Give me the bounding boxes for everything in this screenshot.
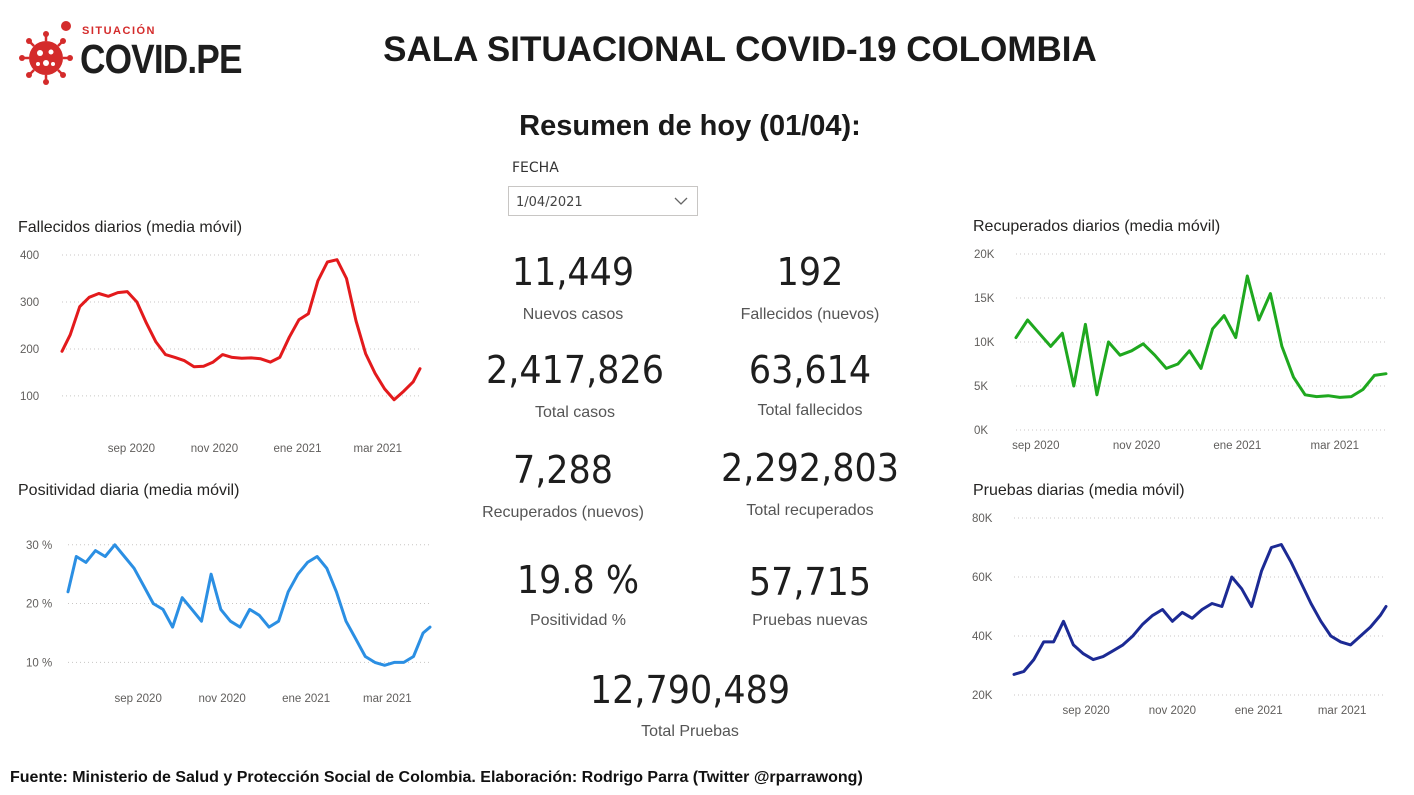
chart-title-pruebas: Pruebas diarias (media móvil) bbox=[973, 482, 1185, 499]
y-tick-label: 10 % bbox=[26, 657, 52, 669]
kpi-nuevos-casos-label: Nuevos casos bbox=[522, 306, 624, 323]
y-tick-label: 60K bbox=[972, 572, 993, 584]
kpi-positividad-label: Positividad % bbox=[529, 612, 627, 629]
page-subtitle: Resumen de hoy (01/04): bbox=[519, 110, 861, 142]
y-tick-label: 0K bbox=[974, 425, 988, 437]
kpi-pruebas-nuevas-value: 57,715 bbox=[748, 560, 872, 604]
fecha-dropdown-value: 1/04/2021 bbox=[516, 195, 583, 210]
x-tick-label: sep 2020 bbox=[1012, 440, 1059, 452]
x-tick-label: sep 2020 bbox=[108, 443, 155, 455]
footer-source: Fuente: Ministerio de Salud y Protección… bbox=[10, 769, 863, 786]
kpi-recuperados-nuevos-value: 7,288 bbox=[512, 448, 614, 492]
y-tick-label: 5K bbox=[974, 381, 988, 393]
logo-small-text: SITUACIÓN bbox=[82, 25, 156, 37]
kpi-fallecidos-nuevos-label: Fallecidos (nuevos) bbox=[740, 306, 880, 323]
series-line-recuperados bbox=[1014, 274, 1388, 399]
y-tick-label: 400 bbox=[20, 250, 39, 262]
series-line-pruebas bbox=[1012, 543, 1388, 676]
series-line-fallecidos bbox=[60, 258, 422, 402]
y-tick-label: 10K bbox=[974, 337, 995, 349]
y-tick-label: 30 % bbox=[26, 540, 52, 552]
y-tick-label: 20K bbox=[974, 249, 995, 261]
y-tick-label: 80K bbox=[972, 513, 993, 525]
y-tick-label: 100 bbox=[20, 391, 39, 403]
x-tick-label: ene 2021 bbox=[274, 443, 322, 455]
kpi-recuperados-nuevos-label: Recuperados (nuevos) bbox=[482, 504, 644, 521]
kpi-pruebas-nuevas-label: Pruebas nuevas bbox=[752, 612, 868, 629]
chart-title-recuperados: Recuperados diarios (media móvil) bbox=[973, 218, 1221, 235]
kpi-nuevos-casos-value: 11,449 bbox=[511, 250, 635, 294]
kpi-total-casos-value: 2,417,826 bbox=[486, 348, 664, 392]
chart-title-positividad: Positividad diaria (media móvil) bbox=[18, 482, 240, 499]
y-tick-label: 15K bbox=[974, 293, 995, 305]
y-tick-label: 40K bbox=[972, 631, 993, 643]
x-tick-label: mar 2021 bbox=[363, 693, 412, 705]
y-tick-label: 20 % bbox=[26, 599, 52, 611]
kpi-fallecidos-nuevos-value: 192 bbox=[776, 250, 844, 294]
x-tick-label: mar 2021 bbox=[1310, 440, 1359, 452]
fecha-filter-label: FECHA bbox=[512, 160, 559, 176]
covidpe-logo: SITUACIÓN COVID.PE bbox=[18, 18, 242, 90]
kpi-positividad-value: 19.8 % bbox=[516, 558, 640, 602]
page-title: SALA SITUACIONAL COVID-19 COLOMBIA bbox=[383, 30, 1097, 69]
kpi-total-fallecidos-label: Total fallecidos bbox=[757, 402, 863, 419]
x-tick-label: ene 2021 bbox=[1213, 440, 1261, 452]
chart-title-fallecidos: Fallecidos diarios (media móvil) bbox=[18, 219, 243, 236]
kpi-total-recuperados-label: Total recuperados bbox=[746, 502, 874, 519]
kpi-total-pruebas-label: Total Pruebas bbox=[641, 723, 739, 740]
x-tick-label: nov 2020 bbox=[1113, 440, 1160, 452]
kpi-total-casos-label: Total casos bbox=[534, 404, 616, 421]
series-line-positividad bbox=[66, 543, 432, 667]
x-tick-label: sep 2020 bbox=[1062, 705, 1109, 717]
x-tick-label: sep 2020 bbox=[115, 693, 162, 705]
y-tick-label: 20K bbox=[972, 690, 993, 702]
kpi-total-fallecidos-value: 63,614 bbox=[748, 348, 872, 392]
fecha-dropdown[interactable]: 1/04/2021 bbox=[508, 186, 698, 216]
x-tick-label: mar 2021 bbox=[354, 443, 403, 455]
x-tick-label: mar 2021 bbox=[1318, 705, 1367, 717]
x-tick-label: nov 2020 bbox=[191, 443, 238, 455]
kpi-total-pruebas-value: 12,790,489 bbox=[589, 668, 791, 712]
x-tick-label: nov 2020 bbox=[198, 693, 245, 705]
virus-icon bbox=[19, 21, 73, 85]
y-tick-label: 200 bbox=[20, 344, 39, 356]
x-tick-label: nov 2020 bbox=[1149, 705, 1196, 717]
chevron-down-icon bbox=[674, 197, 688, 205]
x-tick-label: ene 2021 bbox=[1235, 705, 1283, 717]
kpi-total-recuperados-value: 2,292,803 bbox=[721, 446, 899, 490]
logo-brand-text: COVID.PE bbox=[80, 36, 242, 82]
y-tick-label: 300 bbox=[20, 297, 39, 309]
x-tick-label: ene 2021 bbox=[282, 693, 330, 705]
